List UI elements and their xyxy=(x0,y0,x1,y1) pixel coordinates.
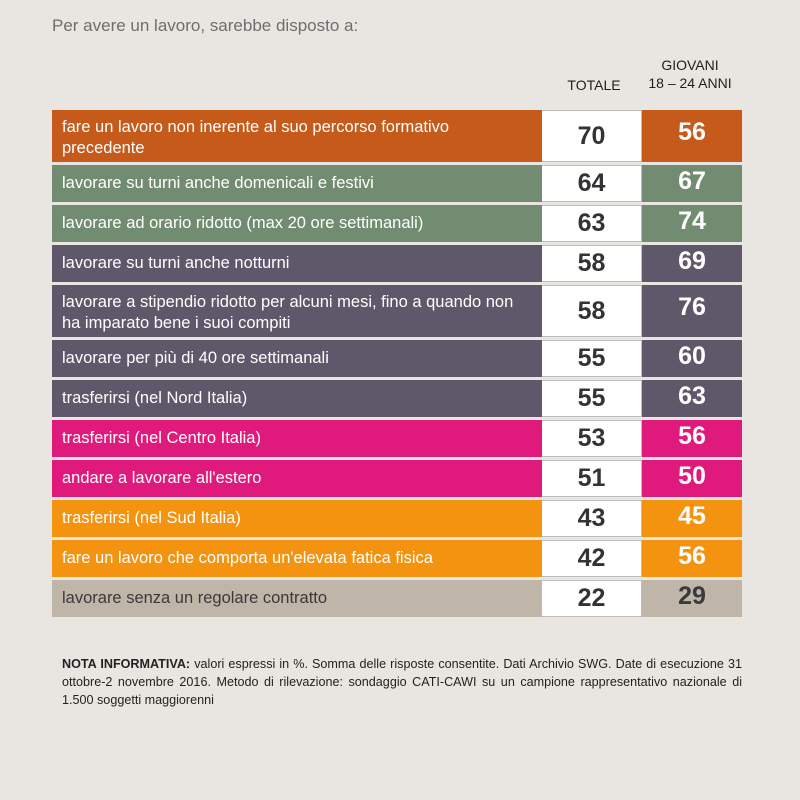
totale-value: 51 xyxy=(542,460,642,497)
totale-value: 58 xyxy=(542,245,642,282)
totale-value: 55 xyxy=(542,380,642,417)
giovani-value: 29 xyxy=(642,580,742,617)
table-row: trasferirsi (nel Centro Italia) 53 56 xyxy=(52,420,742,457)
giovani-value: 45 xyxy=(642,500,742,537)
giovani-value: 67 xyxy=(642,165,742,202)
table-row: fare un lavoro non inerente al suo perco… xyxy=(52,110,742,162)
giovani-value: 56 xyxy=(642,110,742,162)
note-heading: NOTA INFORMATIVA: xyxy=(62,657,191,671)
table-row: lavorare a stipendio ridotto per alcuni … xyxy=(52,285,742,337)
table-row: lavorare ad orario ridotto (max 20 ore s… xyxy=(52,205,742,242)
row-label: fare un lavoro che comporta un'elevata f… xyxy=(52,540,542,577)
row-label: lavorare ad orario ridotto (max 20 ore s… xyxy=(52,205,542,242)
note-informativa: NOTA INFORMATIVA: valori espressi in %. … xyxy=(62,655,742,709)
note-text: valori espressi in %. Somma delle rispos… xyxy=(62,657,742,707)
table-row: trasferirsi (nel Sud Italia) 43 45 xyxy=(52,500,742,537)
table-row: lavorare su turni anche notturni 58 69 xyxy=(52,245,742,282)
totale-value: 58 xyxy=(542,285,642,337)
giovani-value: 63 xyxy=(642,380,742,417)
table-row: lavorare su turni anche domenicali e fes… xyxy=(52,165,742,202)
table-row: fare un lavoro che comporta un'elevata f… xyxy=(52,540,742,577)
table-row: lavorare senza un regolare contratto 22 29 xyxy=(52,580,742,617)
row-label: lavorare per più di 40 ore settimanali xyxy=(52,340,542,377)
giovani-value: 56 xyxy=(642,420,742,457)
row-label: lavorare senza un regolare contratto xyxy=(52,580,542,617)
giovani-value: 74 xyxy=(642,205,742,242)
giovani-value: 60 xyxy=(642,340,742,377)
row-label: trasferirsi (nel Sud Italia) xyxy=(52,500,542,537)
column-header-giovani-line1: GIOVANI xyxy=(661,57,719,73)
totale-value: 63 xyxy=(542,205,642,242)
giovani-value: 56 xyxy=(642,540,742,577)
giovani-value: 76 xyxy=(642,285,742,337)
table-row: lavorare per più di 40 ore settimanali 55… xyxy=(52,340,742,377)
row-label: lavorare a stipendio ridotto per alcuni … xyxy=(52,285,542,337)
row-label: trasferirsi (nel Nord Italia) xyxy=(52,380,542,417)
table-row: trasferirsi (nel Nord Italia) 55 63 xyxy=(52,380,742,417)
row-label: lavorare su turni anche domenicali e fes… xyxy=(52,165,542,202)
chart-title: Per avere un lavoro, sarebbe disposto a: xyxy=(52,16,359,35)
totale-value: 64 xyxy=(542,165,642,202)
totale-value: 70 xyxy=(542,110,642,162)
row-label: andare a lavorare all'estero xyxy=(52,460,542,497)
row-label: trasferirsi (nel Centro Italia) xyxy=(52,420,542,457)
column-header-totale: TOTALE xyxy=(567,77,621,93)
row-label: lavorare su turni anche notturni xyxy=(52,245,542,282)
totale-value: 22 xyxy=(542,580,642,617)
totale-value: 43 xyxy=(542,500,642,537)
column-header-giovani: GIOVANI 18 – 24 ANNI xyxy=(638,56,742,92)
table-row: andare a lavorare all'estero 51 50 xyxy=(52,460,742,497)
giovani-value: 69 xyxy=(642,245,742,282)
totale-value: 53 xyxy=(542,420,642,457)
giovani-value: 50 xyxy=(642,460,742,497)
results-table: fare un lavoro non inerente al suo perco… xyxy=(52,110,742,620)
totale-value: 55 xyxy=(542,340,642,377)
row-label: fare un lavoro non inerente al suo perco… xyxy=(52,110,542,162)
totale-value: 42 xyxy=(542,540,642,577)
column-header-giovani-line2: 18 – 24 ANNI xyxy=(648,75,732,91)
